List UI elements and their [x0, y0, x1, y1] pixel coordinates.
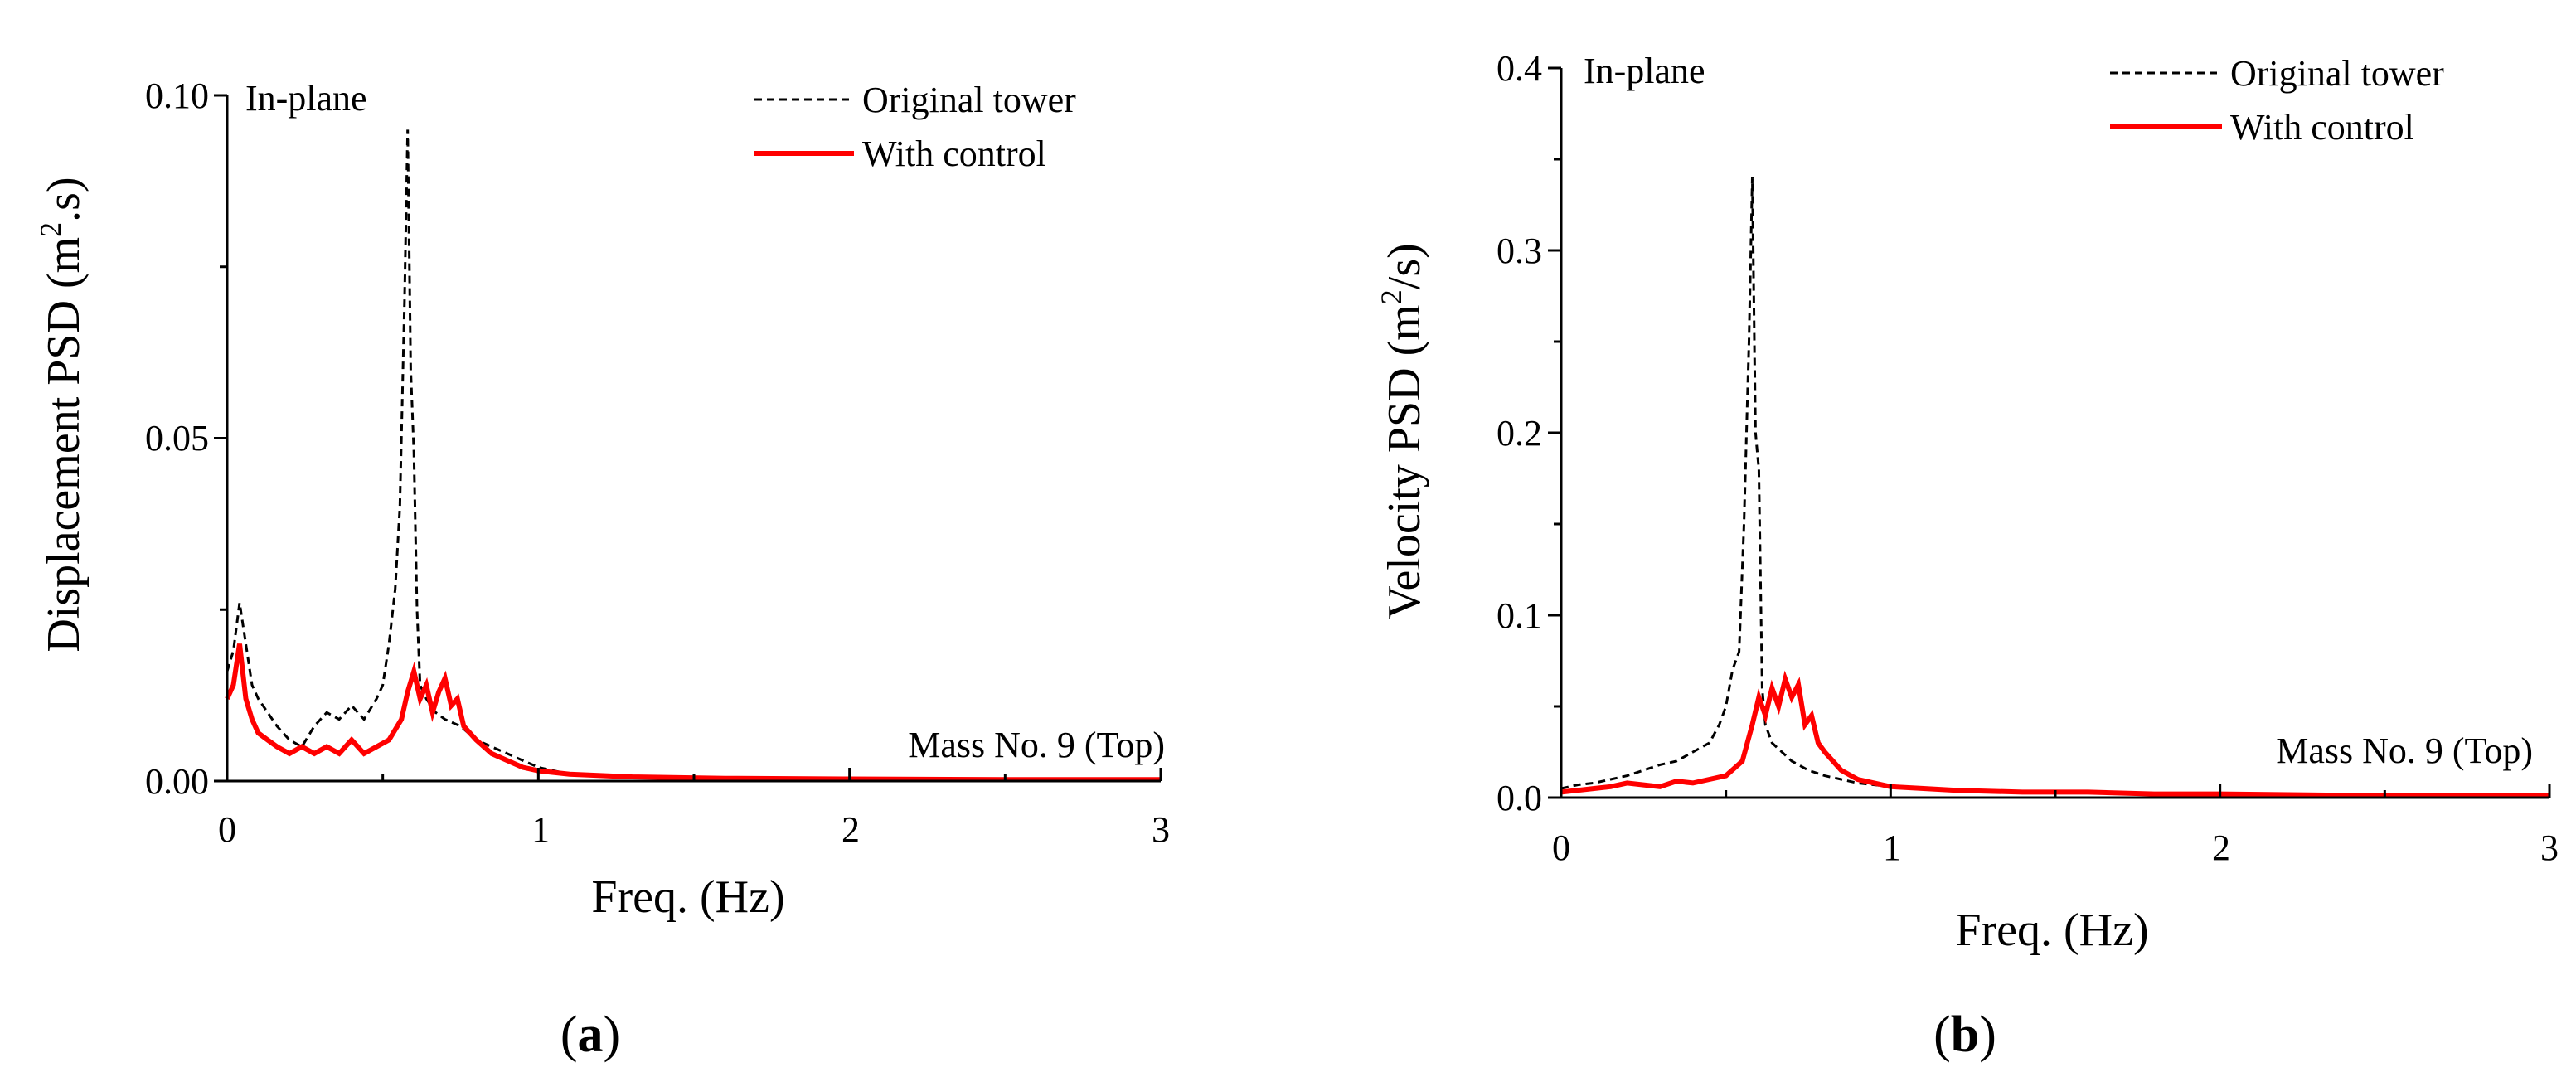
- chart-a-xtick-label: 0: [218, 809, 236, 850]
- chart-b: 0.0 0.1 0.2 0.3 0.4 0 1 2 3 Freq. (Hz) V…: [1375, 48, 2559, 1063]
- chart-b-series-with-control: [1560, 670, 2549, 798]
- chart-b-xtick-label: 3: [2540, 827, 2559, 868]
- chart-a-annotation-mass: Mass No. 9 (Top): [908, 725, 1165, 765]
- chart-b-ytick-label: 0.3: [1497, 230, 1542, 271]
- chart-a-panel-label: (a): [560, 1007, 620, 1063]
- chart-b-panel-label: (b): [1933, 1007, 1996, 1063]
- chart-b-ytick-label: 0.2: [1497, 413, 1542, 454]
- chart-b-xtick-label: 0: [1552, 827, 1570, 868]
- chart-b-x-axis-title: Freq. (Hz): [1955, 905, 2148, 956]
- chart-a-series-with-control: [225, 643, 1161, 783]
- chart-b-series-original-tower: [1560, 177, 2549, 798]
- chart-a-legend-label-control: With control: [862, 133, 1046, 174]
- chart-a-series-original-tower: [226, 129, 1161, 781]
- chart-a-x-axis-title: Freq. (Hz): [591, 871, 784, 923]
- chart-b-annotation-in-plane: In-plane: [1584, 51, 1705, 91]
- chart-b-annotation-mass: Mass No. 9 (Top): [2276, 730, 2533, 771]
- chart-b-ytick-label: 0.4: [1497, 48, 1542, 89]
- chart-b-y-axis-title: Velocity PSD (m2/s): [1375, 243, 1430, 619]
- chart-b-ytick-label: 0.0: [1497, 778, 1542, 818]
- chart-a-annotation-in-plane: In-plane: [245, 78, 367, 119]
- chart-a-legend-label-original: Original tower: [862, 80, 1076, 120]
- chart-a-ytick-label: 0.05: [145, 418, 209, 459]
- chart-a-y-axis-title: Displacement PSD (m2.s): [34, 177, 90, 652]
- chart-b-legend-label-control: With control: [2230, 107, 2414, 148]
- chart-b-legend-label-original: Original tower: [2230, 53, 2444, 94]
- chart-a-ytick-label: 0.00: [145, 761, 209, 802]
- chart-a-xtick-label: 1: [531, 809, 550, 850]
- chart-b-xtick-label: 2: [2212, 827, 2230, 868]
- chart-a: 0.00 0.05 0.10 0 1 2 3 Freq. (Hz) Displa…: [34, 75, 1170, 1063]
- chart-b-ytick-label: 0.1: [1497, 595, 1542, 636]
- chart-a-xtick-label: 2: [842, 809, 860, 850]
- chart-a-xtick-label: 3: [1152, 809, 1170, 850]
- chart-b-xtick-label: 1: [1883, 827, 1901, 868]
- chart-a-ytick-label: 0.10: [145, 75, 209, 116]
